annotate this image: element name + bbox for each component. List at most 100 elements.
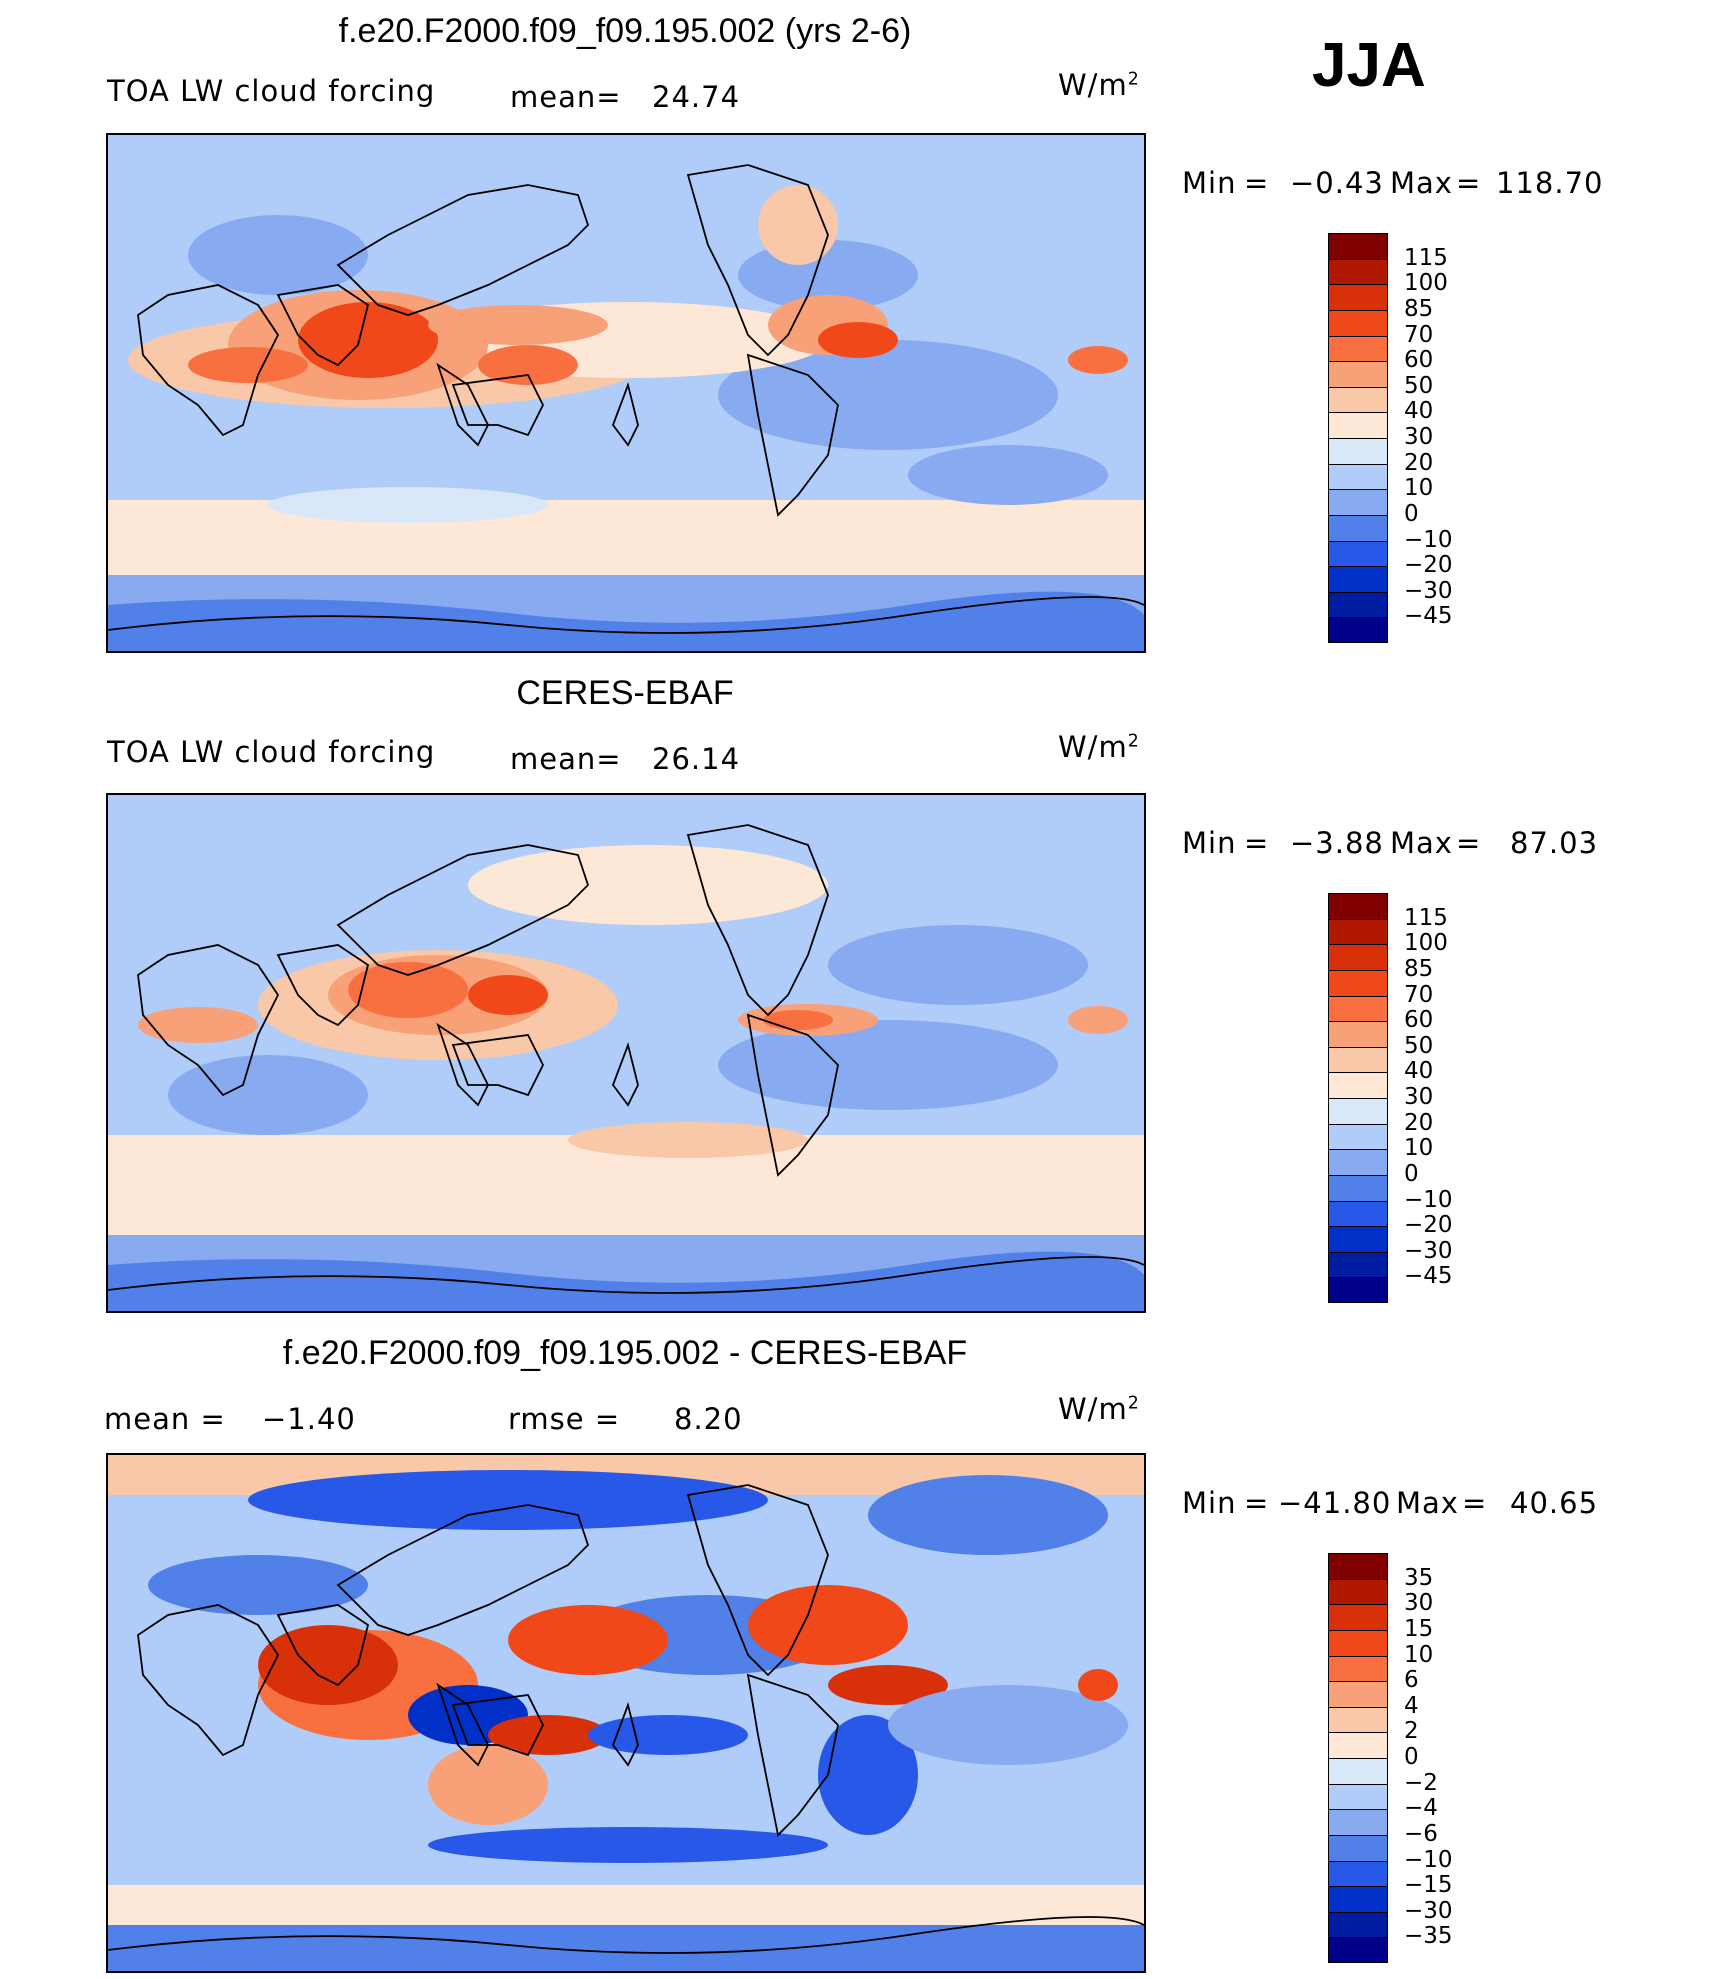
colorbar-tick-label: −20 — [1404, 552, 1453, 579]
panel1-max-value: 118.70 — [1496, 166, 1604, 200]
colorbar-swatch — [1328, 1277, 1388, 1303]
colorbar-tick-label: 40 — [1404, 398, 1434, 425]
colorbar-tick-label: −20 — [1404, 1212, 1453, 1239]
colorbar-swatch — [1328, 1046, 1388, 1073]
panel3-rmse-value: 8.20 — [674, 1402, 743, 1436]
colorbar-swatch — [1328, 591, 1388, 618]
panel1-colorbar-labels: 115 100 85 70 60 50 40 30 20 10 0 −10 −20 −30 −45 — [1404, 233, 1484, 643]
panel2-variable-label: TOA LW cloud forcing — [107, 735, 436, 769]
colorbar-tick-label: −30 — [1404, 1897, 1453, 1924]
colorbar-swatch — [1328, 1732, 1388, 1758]
colorbar-tick-label: 6 — [1404, 1667, 1419, 1694]
panel1-map-canvas — [108, 135, 1144, 651]
colorbar-swatch — [1328, 893, 1388, 919]
panel3-map-canvas — [108, 1455, 1144, 1971]
panel2-map-canvas — [108, 795, 1144, 1311]
colorbar-tick-label: 70 — [1404, 981, 1434, 1008]
panel3-max-label: Max — [1396, 1486, 1459, 1520]
colorbar-swatch — [1328, 386, 1388, 413]
colorbar-swatch — [1328, 1174, 1388, 1201]
panel2-colorbar — [1328, 893, 1390, 1303]
colorbar-tick-label: −10 — [1404, 526, 1453, 553]
colorbar-swatch — [1328, 1783, 1388, 1810]
colorbar-swatch — [1328, 566, 1388, 592]
colorbar-swatch — [1328, 438, 1388, 464]
colorbar-swatch — [1328, 1758, 1388, 1784]
colorbar-tick-label: −30 — [1404, 1237, 1453, 1264]
panel3-colorbar — [1328, 1553, 1390, 1963]
colorbar-tick-label: −2 — [1404, 1769, 1438, 1796]
colorbar-tick-label: 100 — [1404, 270, 1448, 297]
colorbar-swatch — [1328, 258, 1388, 285]
colorbar-tick-label: 50 — [1404, 1032, 1434, 1059]
colorbar-tick-label: 35 — [1404, 1564, 1434, 1591]
colorbar-tick-label: 85 — [1404, 955, 1434, 982]
colorbar-swatch — [1328, 412, 1388, 438]
colorbar-tick-label: 115 — [1404, 244, 1448, 271]
panel3-mean-value: −1.40 — [262, 1402, 356, 1436]
panel2-units: W/m2 — [1058, 730, 1140, 764]
colorbar-tick-label: 70 — [1404, 321, 1434, 348]
colorbar-tick-label: −15 — [1404, 1872, 1453, 1899]
colorbar-tick-label: 60 — [1404, 1007, 1434, 1034]
colorbar-swatch — [1328, 995, 1388, 1022]
colorbar-swatch — [1328, 1886, 1388, 1912]
colorbar-swatch — [1328, 1098, 1388, 1124]
colorbar-tick-label: 60 — [1404, 347, 1434, 374]
colorbar-tick-label: 15 — [1404, 1615, 1434, 1642]
colorbar-tick-label: −4 — [1404, 1795, 1438, 1822]
panel2-max-value: 87.03 — [1510, 826, 1599, 860]
colorbar-swatch — [1328, 1200, 1388, 1227]
colorbar-swatch — [1328, 1706, 1388, 1733]
colorbar-swatch — [1328, 918, 1388, 945]
season-label: JJA — [1312, 31, 1426, 100]
panel2-map — [106, 793, 1146, 1313]
colorbar-swatch — [1328, 1629, 1388, 1656]
panel2-mean-value: 26.14 — [652, 742, 741, 776]
colorbar-swatch — [1328, 514, 1388, 541]
panel3-max-value: 40.65 — [1510, 1486, 1599, 1520]
colorbar-swatch — [1328, 1604, 1388, 1630]
panel1-min-eq: = — [1244, 166, 1270, 200]
colorbar-swatch — [1328, 1834, 1388, 1861]
panel2-min-value: −3.88 — [1290, 826, 1384, 860]
colorbar-swatch — [1328, 361, 1388, 387]
colorbar-swatch — [1328, 1251, 1388, 1278]
panel3-min-value: −41.80 — [1278, 1486, 1392, 1520]
colorbar-swatch — [1328, 1149, 1388, 1175]
colorbar-swatch — [1328, 1553, 1388, 1579]
colorbar-tick-label: −30 — [1404, 577, 1453, 604]
panel1-colorbar — [1328, 233, 1390, 643]
colorbar-tick-label: 10 — [1404, 475, 1434, 502]
panel1-max-eq: = — [1456, 166, 1482, 200]
colorbar-swatch — [1328, 233, 1388, 259]
colorbar-swatch — [1328, 1860, 1388, 1887]
panel3-colorbar-labels: 35 30 15 10 6 4 2 0 −2 −4 −6 −10 −15 −30 −35 — [1404, 1553, 1484, 1963]
panel2-max-eq: = — [1456, 826, 1482, 860]
panel2-max-label: Max — [1390, 826, 1453, 860]
colorbar-tick-label: −35 — [1404, 1923, 1453, 1950]
colorbar-tick-label: 2 — [1404, 1718, 1419, 1745]
panel3-title: f.e20.F2000.f09_f09.195.002 - CERES-EBAF — [282, 1334, 968, 1372]
colorbar-swatch — [1328, 1681, 1388, 1707]
colorbar-swatch — [1328, 1911, 1388, 1938]
colorbar-tick-label: −45 — [1404, 603, 1453, 630]
panel2-colorbar-labels: 115 100 85 70 60 50 40 30 20 10 0 −10 −20 −30 −45 — [1404, 893, 1484, 1303]
colorbar-tick-label: 115 — [1404, 904, 1448, 931]
panel1-min-label: Min — [1182, 166, 1237, 200]
colorbar-tick-label: 10 — [1404, 1641, 1434, 1668]
panel3-min-eq: = — [1244, 1486, 1270, 1520]
panel3-rmse-label: rmse = — [508, 1402, 621, 1436]
colorbar-tick-label: 85 — [1404, 295, 1434, 322]
colorbar-tick-label: 40 — [1404, 1058, 1434, 1085]
colorbar-swatch — [1328, 1226, 1388, 1252]
colorbar-tick-label: 30 — [1404, 1084, 1434, 1110]
colorbar-tick-label: −6 — [1404, 1820, 1438, 1847]
panel1-units: W/m2 — [1058, 68, 1140, 102]
colorbar-tick-label: 30 — [1404, 1590, 1434, 1617]
colorbar-tick-label: 0 — [1404, 500, 1419, 527]
colorbar-swatch — [1328, 969, 1388, 996]
panel1-variable-label: TOA LW cloud forcing — [107, 74, 436, 108]
colorbar-swatch — [1328, 309, 1388, 336]
panel2-mean-label: mean= — [510, 742, 622, 776]
